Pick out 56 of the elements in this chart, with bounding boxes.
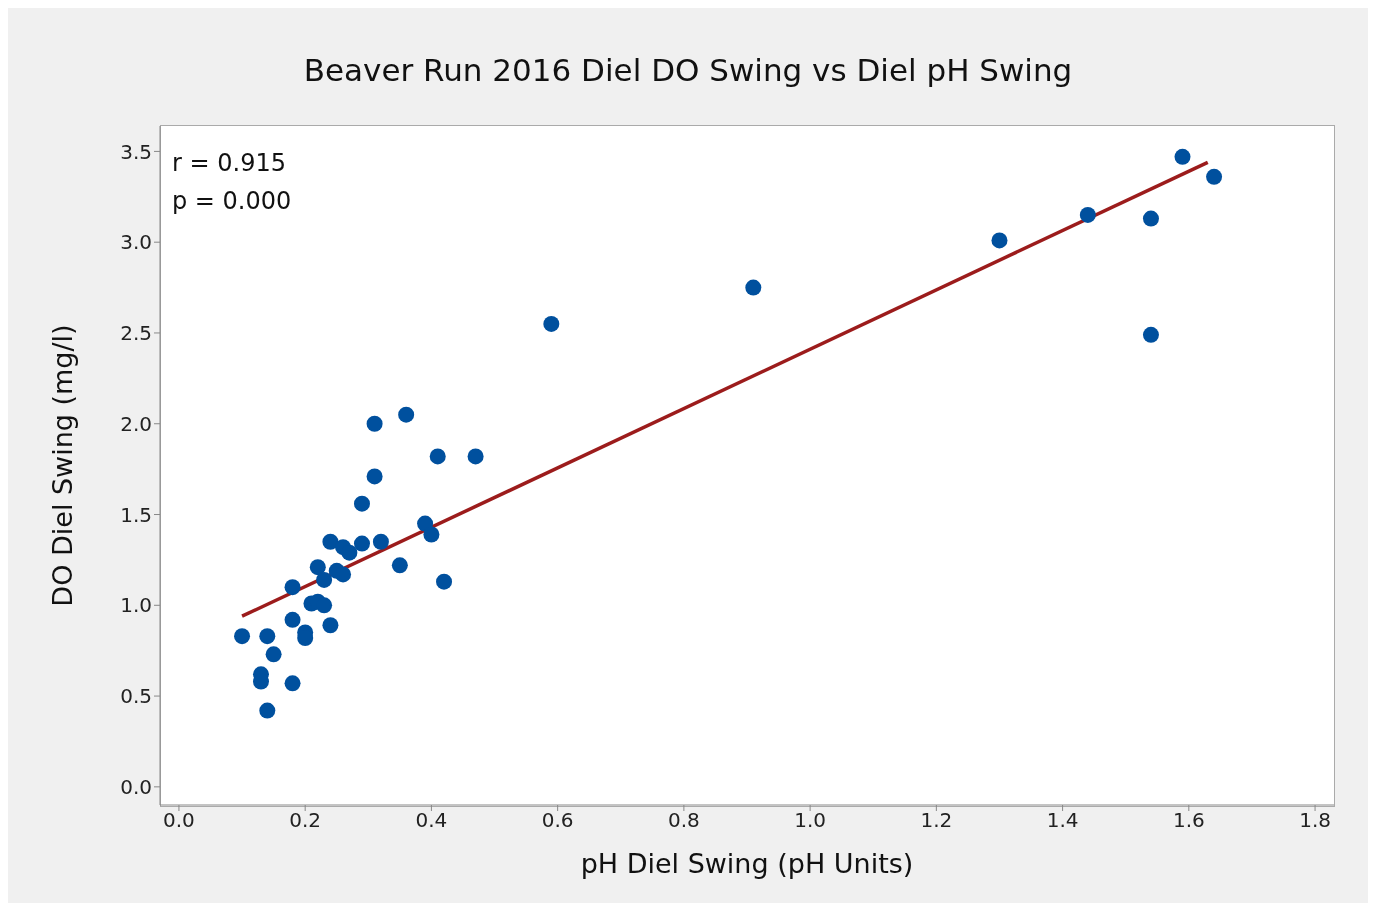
y-tick-label: 2.0 [120,411,152,436]
point [991,232,1008,249]
point [234,628,251,645]
point [467,448,484,465]
x-tick-label: 0.0 [163,808,195,833]
point [1142,326,1159,343]
y-tick-label: 1.0 [120,593,152,618]
point [353,535,370,552]
y-axis-title: DO Diel Swing (mg/l) [46,324,78,607]
point [366,468,383,485]
x-tick-label: 0.4 [415,808,448,833]
point [322,533,339,550]
point [398,406,415,423]
point [745,279,762,296]
point [322,617,339,634]
x-tick-label: 1.6 [1172,808,1205,833]
point [284,611,301,628]
annotation: p = 0.000 [172,186,292,217]
y-tick-label: 1.5 [120,502,152,527]
x-tick-label: 0.8 [667,808,700,833]
point [1206,168,1223,185]
point [1174,148,1191,165]
x-tick-label: 0.2 [289,808,322,833]
point [341,544,358,561]
y-tick-label: 3.0 [120,230,152,255]
point [391,557,408,574]
x-tick-label: 1.0 [794,808,827,833]
point [259,702,276,719]
point [309,559,326,576]
point [436,573,453,590]
point [284,675,301,692]
point [423,526,440,543]
point [1079,206,1096,223]
point [335,566,352,583]
x-tick-label: 0.6 [541,808,574,833]
y-tick-label: 3.5 [120,139,152,164]
x-tick-label: 1.2 [920,808,953,833]
x-tick-label: 1.8 [1299,808,1331,833]
annotation: r = 0.915 [172,148,287,179]
point [316,571,333,588]
point [284,579,301,596]
point [353,495,370,512]
point [372,533,389,550]
point [265,646,282,663]
x-tick-label: 1.4 [1046,808,1079,833]
point [366,415,383,432]
point [543,315,560,332]
chart-title: Beaver Run 2016 Diel DO Swing vs Diel pH Swing [302,52,1074,88]
y-tick-label: 0.0 [120,774,152,799]
x-axis-title: pH Diel Swing (pH Units) [580,848,914,879]
point [259,628,276,645]
y-tick-label: 2.5 [120,321,152,346]
y-tick-label: 0.5 [120,684,152,709]
point [429,448,446,465]
point [1142,210,1159,227]
point [316,597,333,614]
